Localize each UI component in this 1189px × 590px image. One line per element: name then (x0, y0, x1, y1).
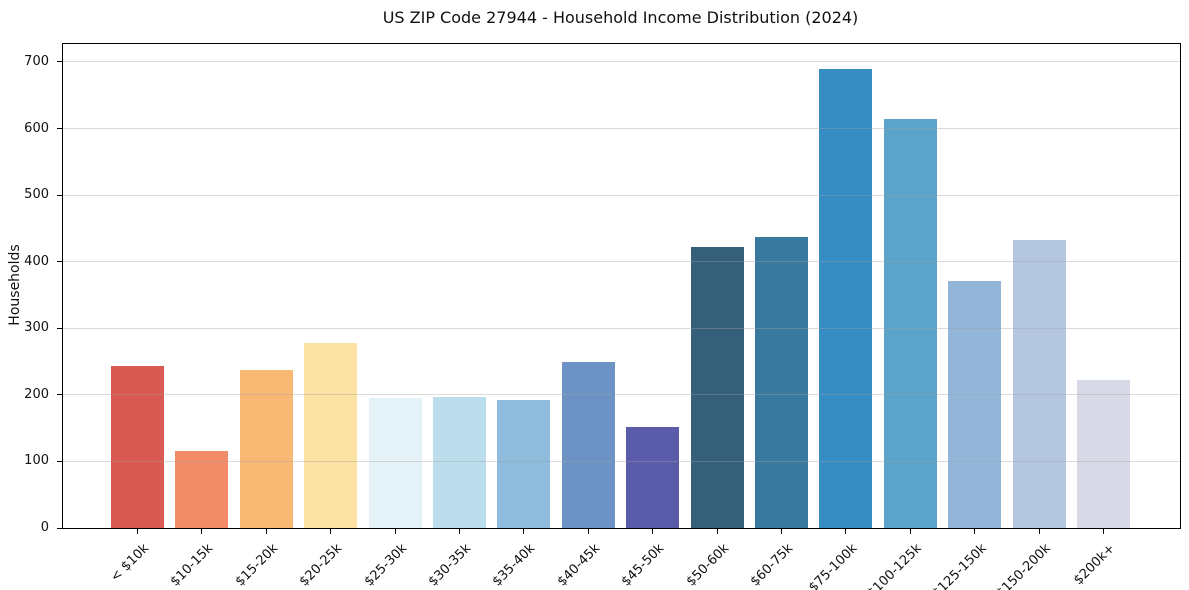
x-tick (652, 528, 654, 534)
y-tick (57, 194, 62, 196)
gridline (63, 327, 1180, 329)
x-tick-label-text: $200k+ (1071, 541, 1119, 589)
x-tick (523, 528, 525, 534)
bar (626, 427, 680, 528)
gridline (63, 460, 1180, 462)
gridline (63, 194, 1180, 196)
bar (433, 396, 486, 528)
bar (111, 366, 164, 528)
gridline (63, 394, 1180, 396)
gridline (63, 61, 1180, 63)
x-axis-line (63, 528, 1180, 529)
x-tick (1038, 528, 1040, 534)
x-tick-label: $200k+ (958, 537, 1118, 588)
bar (175, 450, 229, 528)
x-tick (459, 528, 460, 534)
bar (755, 237, 808, 528)
bar (690, 247, 744, 528)
y-tick (57, 61, 62, 63)
x-tick (201, 528, 203, 534)
y-tick (57, 460, 62, 462)
bar (239, 370, 293, 528)
x-tick (974, 528, 976, 534)
y-tick (57, 394, 62, 396)
x-tick (909, 528, 911, 534)
x-tick (137, 528, 138, 534)
bar (497, 400, 551, 528)
x-tick (845, 528, 847, 534)
y-tick-label: 200 (24, 386, 49, 402)
bar (883, 119, 937, 528)
bar (1077, 380, 1130, 528)
bar (819, 69, 873, 528)
bar (561, 361, 615, 528)
y-tick (57, 261, 62, 263)
y-tick-label: 700 (24, 53, 49, 69)
x-tick (781, 528, 782, 534)
y-tick (57, 327, 62, 329)
y-tick-label: 0 (40, 520, 49, 535)
bar (1012, 240, 1066, 528)
x-tick (1103, 528, 1104, 534)
x-tick (394, 528, 396, 534)
x-tick (265, 528, 267, 534)
x-tick (716, 528, 718, 534)
bar (304, 342, 358, 528)
chart-title: US ZIP Code 27944 - Household Income Dis… (382, 8, 859, 27)
plot-area: 0 100 200 300 400 500 600 700 < $10k $10-15k $15-2… (24, 43, 1181, 590)
y-tick-label: 300 (24, 320, 49, 336)
y-tick-label: 600 (24, 120, 49, 136)
bar (368, 397, 422, 528)
y-tick-label: 400 (24, 253, 49, 269)
y-tick-label: 500 (24, 187, 49, 203)
x-tick (330, 528, 332, 534)
y-tick (57, 527, 62, 529)
y-tick-label: 100 (24, 453, 49, 469)
x-tick (587, 528, 589, 534)
bar (948, 281, 1002, 528)
y-tick (57, 128, 62, 130)
gridline (63, 128, 1180, 130)
gridline (63, 261, 1180, 263)
